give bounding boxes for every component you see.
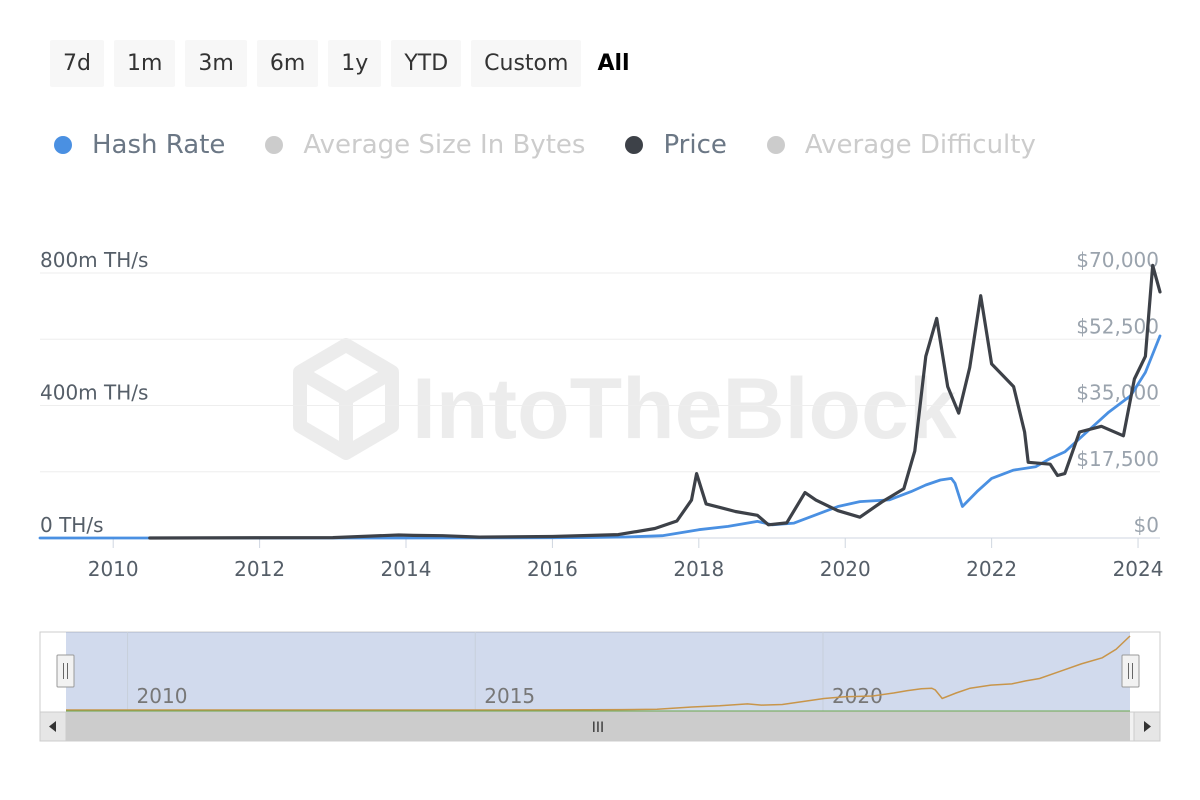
x-tick-label: 2020 (820, 557, 871, 581)
legend-label: Price (663, 130, 727, 160)
handle-body (56, 654, 75, 688)
range-button-1y[interactable]: 1y (328, 40, 382, 87)
legend-item-price[interactable]: Price (625, 130, 727, 160)
range-button-custom[interactable]: Custom (471, 40, 582, 87)
scrollbar-grip-icon: III (592, 720, 604, 736)
y-left-tick-label: 400m TH/s (40, 381, 148, 405)
legend-marker-icon (625, 136, 644, 154)
range-button-ytd[interactable]: YTD (391, 40, 462, 87)
x-tick-label: 2010 (88, 557, 139, 581)
series-layer (38, 263, 1162, 540)
navigator-left-handle[interactable] (56, 654, 75, 688)
x-axis: 2010 2012 2014 2016 2018 2020 2022 2024 (88, 538, 1164, 581)
y-right-axis: $0 $17,500 $35,000 $52,500 $70,000 (1076, 248, 1159, 537)
y-left-tick-label: 800m TH/s (40, 248, 148, 272)
watermark: IntoTheBlock (293, 338, 957, 460)
x-tick-label: 2014 (381, 557, 432, 581)
legend-label: Hash Rate (92, 130, 226, 160)
series-line-price (148, 263, 1162, 540)
range-selector: 7d 1m 3m 6m 1y YTD Custom All (50, 40, 636, 87)
legend-item-average-difficulty[interactable]: Average Difficulty (766, 130, 1036, 160)
scroll-right-arrow-icon (1144, 721, 1151, 732)
range-button-1m[interactable]: 1m (113, 40, 176, 87)
x-tick-label: 2022 (966, 557, 1017, 581)
range-button-3m[interactable]: 3m (185, 40, 247, 87)
handle-body (1121, 654, 1140, 688)
legend-item-average-size-in-bytes[interactable]: Average Size In Bytes (265, 130, 585, 160)
range-button-all[interactable]: All (597, 51, 630, 76)
scroll-left-arrow-icon (49, 721, 56, 732)
navigator-series-line (66, 635, 1131, 711)
navigator-tick-label: 2015 (484, 684, 535, 708)
navigator-right-handle[interactable] (1121, 654, 1140, 688)
navigator-frame (39, 631, 1161, 713)
series-line-hash-rate (38, 334, 1162, 540)
legend-label: Average Difficulty (804, 130, 1036, 160)
legend-label: Average Size In Bytes (303, 130, 586, 160)
y-right-tick-label: $17,500 (1076, 447, 1159, 471)
legend-item-hash-rate[interactable]: Hash Rate (54, 130, 225, 160)
legend-marker-icon (766, 136, 785, 154)
navigator-selection (66, 632, 1130, 712)
navigator-tick-label: 2010 (137, 684, 188, 708)
watermark-logo-icon (293, 338, 399, 460)
range-button-7d[interactable]: 7d (50, 40, 104, 87)
x-tick-label: 2024 (1113, 557, 1164, 581)
chart-legend: Hash Rate Average Size In Bytes Price Avera… (54, 130, 1076, 160)
scrollbar-thumb (66, 712, 1130, 741)
x-tick-label: 2016 (527, 557, 578, 581)
x-tick-label: 2018 (673, 557, 724, 581)
watermark-text: IntoTheBlock (412, 361, 957, 457)
grid (40, 272, 1160, 539)
y-left-axis: 0 TH/s 400m TH/s 800m TH/s (40, 248, 148, 537)
y-left-tick-label: 0 TH/s (40, 513, 104, 537)
y-right-tick-label: $0 (1134, 513, 1159, 537)
legend-marker-icon (54, 136, 72, 154)
range-button-6m[interactable]: 6m (256, 40, 319, 87)
y-right-tick-label: $70,000 (1076, 248, 1159, 272)
navigator-scrollbar[interactable]: III (39, 711, 1161, 742)
x-tick-label: 2012 (234, 557, 285, 581)
y-right-tick-label: $52,500 (1076, 314, 1159, 338)
legend-marker-icon (265, 136, 284, 154)
y-right-tick-label: $35,000 (1076, 381, 1159, 405)
